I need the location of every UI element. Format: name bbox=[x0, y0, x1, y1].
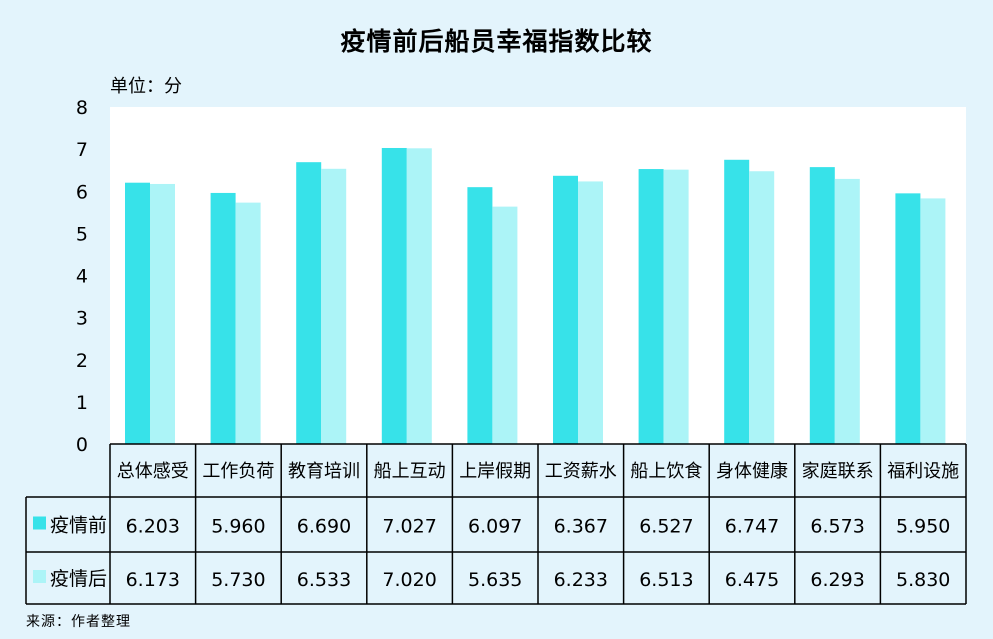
bar-2-8 bbox=[749, 171, 775, 444]
bar-2-9 bbox=[834, 178, 860, 444]
y-tick-label: 3 bbox=[76, 308, 88, 330]
data-table: 总体感受 工作负荷 教育培训 船上互动 上岸假期 工资薪水 船上饮食 身体健康 家庭联系 福利设施… bbox=[25, 443, 967, 605]
value-cell: 5.950 bbox=[896, 516, 950, 538]
y-tick-label: 8 bbox=[76, 97, 88, 119]
y-tick-label: 7 bbox=[76, 139, 88, 161]
bar-2-5 bbox=[492, 206, 518, 444]
value-cell: 5.635 bbox=[468, 569, 522, 591]
category-label: 身体健康 bbox=[716, 461, 788, 482]
value-cell: 7.020 bbox=[382, 569, 436, 591]
bar-1-2 bbox=[210, 192, 236, 444]
value-cell: 6.513 bbox=[639, 569, 693, 591]
category-label: 福利设施 bbox=[887, 461, 959, 482]
value-cell: 5.960 bbox=[211, 516, 265, 538]
bar-1-3 bbox=[296, 162, 322, 444]
y-axis: 0 1 2 3 4 5 6 7 8 bbox=[76, 97, 88, 456]
category-label: 家庭联系 bbox=[802, 461, 874, 482]
bar-1-1 bbox=[125, 182, 150, 445]
value-cell: 6.173 bbox=[126, 569, 180, 591]
legend-label-1: 疫情前 bbox=[50, 515, 107, 537]
y-tick-label: 5 bbox=[76, 223, 88, 245]
value-cell: 6.573 bbox=[810, 516, 864, 538]
legend-swatch-1 bbox=[33, 516, 46, 530]
legend-swatch-2 bbox=[33, 570, 46, 583]
bar-1-4 bbox=[381, 147, 407, 445]
value-cell: 6.690 bbox=[297, 516, 351, 538]
bar-1-5 bbox=[467, 187, 493, 444]
bar-2-3 bbox=[321, 168, 347, 445]
y-tick-label: 6 bbox=[76, 181, 88, 203]
value-cell: 6.097 bbox=[468, 516, 522, 538]
value-cell: 6.747 bbox=[725, 516, 779, 538]
bar-1-9 bbox=[809, 167, 835, 445]
source-note: 来源：作者整理 bbox=[26, 614, 131, 630]
category-label: 总体感受 bbox=[117, 461, 189, 482]
category-label: 教育培训 bbox=[288, 461, 360, 482]
chart-title: 疫情前后船员幸福指数比较 bbox=[340, 27, 653, 56]
y-tick-label: 1 bbox=[76, 392, 88, 414]
y-tick-label: 4 bbox=[76, 266, 88, 288]
category-label: 船上饮食 bbox=[630, 461, 702, 482]
bars-layer bbox=[125, 147, 946, 445]
bar-1-10 bbox=[895, 193, 921, 444]
bar-1-6 bbox=[553, 175, 578, 444]
value-cell: 6.367 bbox=[554, 516, 608, 538]
bar-1-8 bbox=[724, 159, 750, 444]
value-cell: 6.293 bbox=[810, 569, 864, 591]
bar-2-2 bbox=[235, 202, 261, 444]
y-tick-label: 0 bbox=[76, 434, 88, 456]
category-label: 工作负荷 bbox=[202, 461, 274, 482]
value-cell: 6.533 bbox=[297, 569, 351, 591]
category-label: 上岸假期 bbox=[459, 461, 531, 482]
bar-2-7 bbox=[663, 169, 689, 444]
value-cell: 5.830 bbox=[896, 569, 950, 591]
unit-label: 单位：分 bbox=[110, 76, 182, 97]
bar-1-7 bbox=[638, 169, 664, 445]
legend-label-2: 疫情后 bbox=[50, 568, 107, 590]
value-cell: 6.233 bbox=[554, 569, 608, 591]
value-cell: 6.475 bbox=[725, 569, 779, 591]
category-label: 船上互动 bbox=[374, 461, 446, 482]
bar-2-6 bbox=[578, 181, 603, 444]
y-tick-label: 2 bbox=[76, 350, 88, 372]
category-label: 工资薪水 bbox=[545, 461, 617, 482]
bar-2-10 bbox=[920, 198, 946, 444]
value-cell: 6.527 bbox=[639, 516, 693, 538]
bar-2-4 bbox=[406, 148, 432, 444]
value-cell: 6.203 bbox=[126, 516, 180, 538]
bar-2-1 bbox=[150, 183, 175, 444]
value-cell: 5.730 bbox=[211, 569, 265, 591]
value-cell: 7.027 bbox=[382, 516, 436, 538]
